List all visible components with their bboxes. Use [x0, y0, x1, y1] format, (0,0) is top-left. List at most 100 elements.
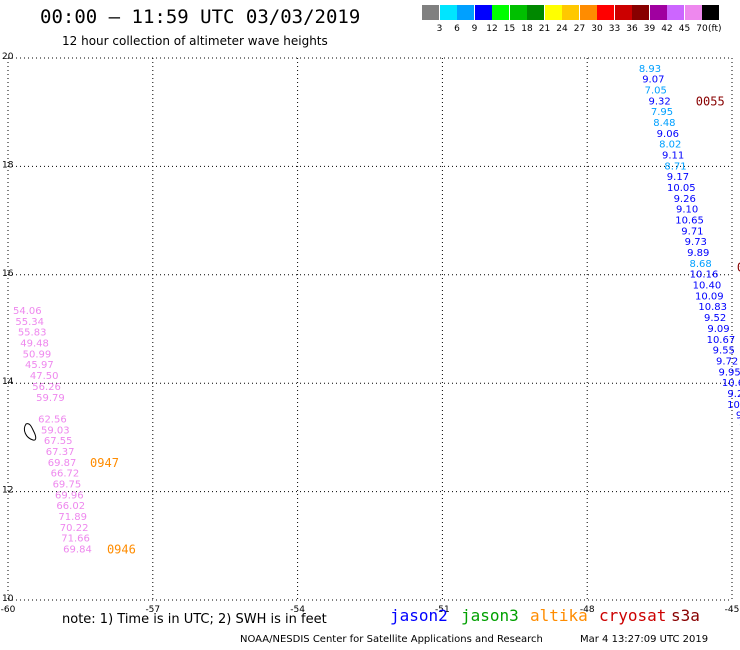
legend-item-altika: altika	[530, 606, 588, 625]
color-scale-label: 27	[573, 24, 586, 34]
wave-height-label: 9.72	[716, 356, 738, 367]
wave-height-label: 9.95	[718, 367, 740, 378]
color-swatch	[579, 5, 597, 20]
wave-height-label: 8.68	[689, 259, 711, 270]
wave-height-label: 10.05	[667, 183, 696, 194]
wave-height-label: 67.55	[44, 436, 73, 447]
wave-height-label: 66.02	[56, 501, 85, 512]
x-tick-label: -57	[145, 605, 160, 615]
wave-height-label: 71.66	[61, 534, 90, 545]
wave-height-label: 7.95	[651, 107, 673, 118]
color-swatch	[509, 5, 527, 20]
wave-height-label: 69.87	[48, 458, 77, 469]
color-scale-label: 15	[503, 24, 516, 34]
wave-height-label: 9.17	[667, 172, 689, 183]
color-scale-label: 39	[643, 24, 656, 34]
color-swatch	[439, 5, 457, 20]
wave-height-label: 9.26	[674, 194, 696, 205]
wave-height-label: 69.84	[63, 545, 92, 556]
wave-height-label: 49.48	[20, 339, 49, 350]
wave-height-label: 55.34	[15, 317, 44, 328]
wave-height-label: 50.99	[23, 349, 52, 360]
color-swatch	[614, 5, 632, 20]
wave-height-label: 9.71	[681, 226, 703, 237]
color-swatch	[474, 5, 492, 20]
wave-height-label: 47.50	[30, 371, 59, 382]
legend-item-jason3: jason3	[461, 606, 519, 625]
wave-height-label: 9.	[736, 411, 740, 422]
wave-height-label: 10.09	[695, 291, 724, 302]
legend-item-s3a: s3a	[671, 606, 700, 625]
pass-time-label: 00	[737, 261, 740, 275]
x-tick-label: -60	[1, 605, 16, 615]
color-scale-label: 33	[608, 24, 621, 34]
wave-height-label: 8.48	[653, 118, 675, 129]
color-scale-unit: (ft)	[708, 24, 722, 34]
wave-height-label: 69.96	[55, 490, 84, 501]
wave-height-label: 10.65	[675, 216, 704, 227]
color-scale-label: 3	[436, 24, 443, 34]
color-scale-label: 70	[696, 24, 708, 34]
color-scale-label: 36	[626, 24, 638, 34]
color-scale-label: 42	[661, 24, 673, 34]
x-tick-label: -54	[290, 605, 305, 615]
chart-title: 00:00 – 11:59 UTC 03/03/2019	[40, 6, 361, 28]
wave-height-label: 9.06	[657, 129, 679, 140]
color-scale-label: 24	[556, 24, 568, 34]
wave-height-label: 9.89	[687, 248, 709, 259]
wave-height-label: 10.16	[690, 270, 719, 281]
color-swatch	[562, 5, 579, 20]
color-scale-label: 21	[538, 24, 551, 34]
wave-height-label: 10.83	[698, 302, 727, 313]
color-scale-label: 45	[678, 24, 691, 34]
wave-height-label: 67.37	[46, 447, 75, 458]
wave-height-label: 8.71	[664, 161, 686, 172]
wave-height-label: 9.07	[642, 75, 664, 86]
color-swatch	[667, 5, 684, 20]
wave-height-label: 9.32	[648, 96, 670, 107]
color-swatch	[544, 5, 562, 20]
wave-height-label: 10.4	[727, 400, 740, 411]
wave-height-label: 9.11	[662, 150, 684, 161]
y-tick-label: 20	[2, 52, 14, 62]
color-scale-label: 30	[591, 24, 603, 34]
pass-time-label: 0947	[90, 456, 119, 470]
chart-subtitle: 12 hour collection of altimeter wave hei…	[62, 34, 328, 48]
y-tick-label: 18	[2, 160, 14, 170]
wave-height-label: 54.06	[13, 306, 42, 317]
wave-height-label: 66.72	[51, 469, 80, 480]
legend-item-cryosat: cryosat	[599, 606, 667, 625]
wave-height-label: 56.26	[32, 382, 61, 393]
color-swatch	[649, 5, 667, 20]
wave-height-label: 59.03	[41, 425, 70, 436]
wave-height-label: 9.09	[707, 324, 729, 335]
wave-height-label: 9.55	[713, 346, 735, 357]
wave-height-label: 8.02	[659, 140, 681, 151]
color-swatch	[632, 5, 649, 20]
color-swatch	[684, 5, 702, 20]
color-scale-label: 6	[454, 24, 460, 34]
y-tick-label: 16	[2, 269, 14, 279]
color-swatch	[702, 5, 719, 20]
wave-height-label: 10.40	[693, 281, 722, 292]
wave-height-label: 10.67	[707, 335, 736, 346]
color-scale-label: 18	[521, 24, 533, 34]
units-note: note: 1) Time is in UTC; 2) SWH is in fe…	[62, 612, 327, 627]
y-tick-label: 12	[2, 486, 13, 496]
x-tick-label: -48	[580, 605, 595, 615]
legend-item-jason2: jason2	[390, 606, 448, 625]
y-tick-label: 14	[2, 377, 14, 387]
wave-height-label: 69.75	[53, 479, 82, 490]
wave-height-label: 8.93	[639, 64, 661, 75]
color-scale-label: 12	[486, 24, 498, 34]
x-tick-label: -51	[435, 605, 450, 615]
wave-height-label: 9.10	[676, 205, 698, 216]
pass-time-label: 0946	[107, 543, 136, 557]
color-swatch	[492, 5, 509, 20]
credit-text: NOAA/NESDIS Center for Satellite Applica…	[240, 634, 543, 645]
wave-height-label: 59.79	[36, 393, 65, 404]
color-scale-label: 9	[471, 24, 478, 34]
pass-time-label: 0055	[696, 94, 725, 108]
x-tick-label: -45	[725, 605, 740, 615]
